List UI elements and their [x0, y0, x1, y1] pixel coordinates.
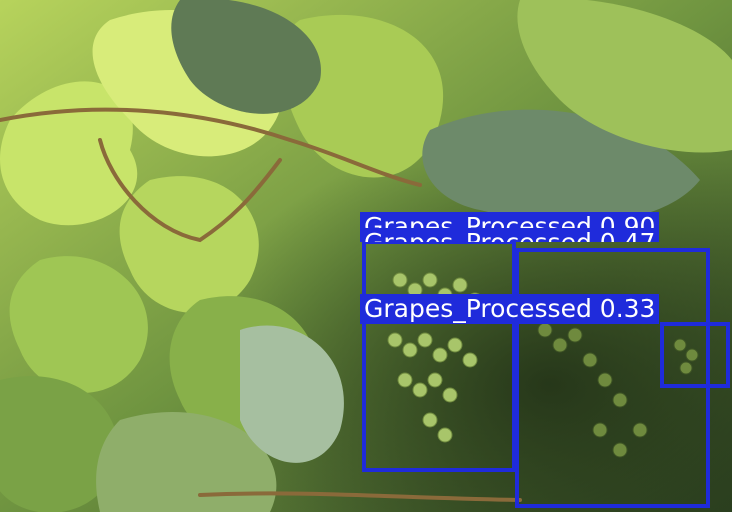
detection-label-2-class: Grapes_Processed [364, 228, 592, 242]
detection-label-3: Grapes_Processed 0.33 [360, 294, 660, 324]
detection-label-3-score: 0.33 [599, 294, 656, 323]
detection-label-2: Grapes_Processed 0.47 [360, 228, 660, 242]
detection-label-2-score: 0.47 [600, 228, 656, 242]
detection-box-3 [660, 322, 730, 388]
leaf-cluster [0, 10, 444, 512]
vine-stems [0, 107, 522, 502]
grape-cluster-shaded [537, 322, 699, 458]
detection-label-3-class: Grapes_Processed [364, 294, 592, 323]
leaf-cluster-dark [171, 0, 732, 223]
detection-box-2 [515, 248, 710, 508]
detection-box-1 [362, 240, 516, 472]
